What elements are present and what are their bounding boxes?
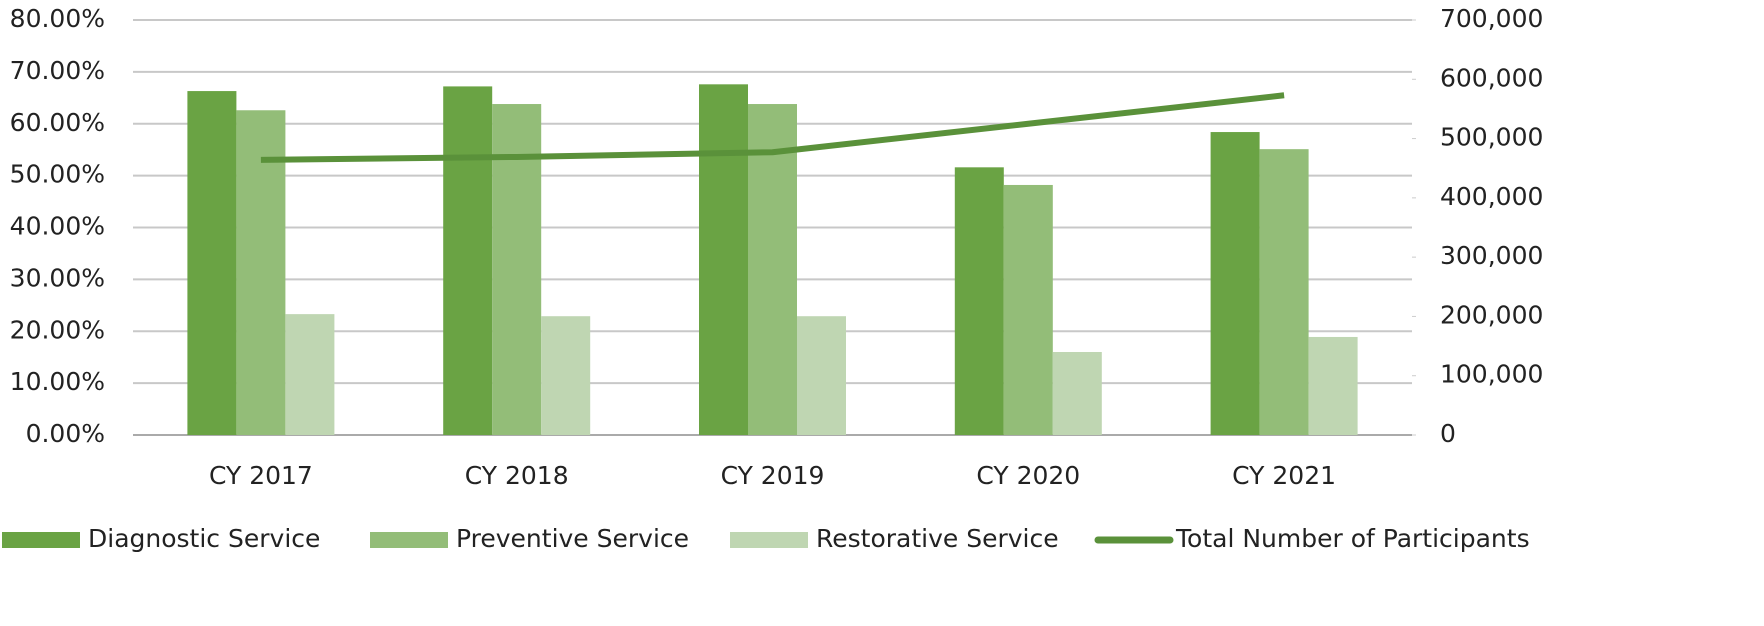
bar <box>1308 336 1358 435</box>
y-tick-label: 0.00% <box>26 419 105 448</box>
bar <box>699 84 748 435</box>
bar <box>797 316 846 435</box>
y-tick-label: 60.00% <box>10 108 105 137</box>
bar <box>1052 352 1102 435</box>
x-tick-label: CY 2021 <box>1232 461 1336 490</box>
bar <box>954 167 1004 435</box>
x-tick-label: CY 2017 <box>209 461 313 490</box>
x-tick-label: CY 2018 <box>465 461 569 490</box>
y-tick-label: 10.00% <box>10 367 105 396</box>
line <box>260 92 1285 163</box>
legend-swatch <box>730 532 808 548</box>
y2-tick-label: 300,000 <box>1440 241 1543 270</box>
bar <box>443 86 493 436</box>
legend-swatch <box>2 532 80 548</box>
bar <box>1210 132 1260 436</box>
x-tick-label: CY 2020 <box>976 461 1080 490</box>
y-tick-label: 80.00% <box>10 4 105 33</box>
legend-label: Diagnostic Service <box>88 524 320 553</box>
x-tick-label: CY 2019 <box>721 461 825 490</box>
y-tick-label: 20.00% <box>10 315 105 344</box>
y2-tick-label: 100,000 <box>1440 360 1543 389</box>
legend-label: Total Number of Participants <box>1175 524 1530 553</box>
y-tick-label: 50.00% <box>10 160 105 189</box>
y2-tick-label: 700,000 <box>1440 4 1543 33</box>
legend-label: Restorative Service <box>816 524 1059 553</box>
bar <box>748 104 797 435</box>
bar <box>541 316 591 435</box>
bar <box>187 91 237 435</box>
y-tick-label: 40.00% <box>10 212 105 241</box>
y2-tick-label: 200,000 <box>1440 300 1543 329</box>
y2-tick-label: 400,000 <box>1440 182 1543 211</box>
bar <box>285 314 335 435</box>
y2-tick-label: 0 <box>1440 419 1456 448</box>
y2-tick-label: 600,000 <box>1440 63 1543 92</box>
legend-swatch <box>370 532 448 548</box>
bar <box>1003 184 1053 435</box>
y-tick-label: 30.00% <box>10 263 105 292</box>
y2-tick-label: 500,000 <box>1440 123 1543 152</box>
y-tick-label: 70.00% <box>10 56 105 85</box>
bar <box>236 110 286 435</box>
legend-label: Preventive Service <box>456 524 689 553</box>
bar <box>1259 149 1309 435</box>
